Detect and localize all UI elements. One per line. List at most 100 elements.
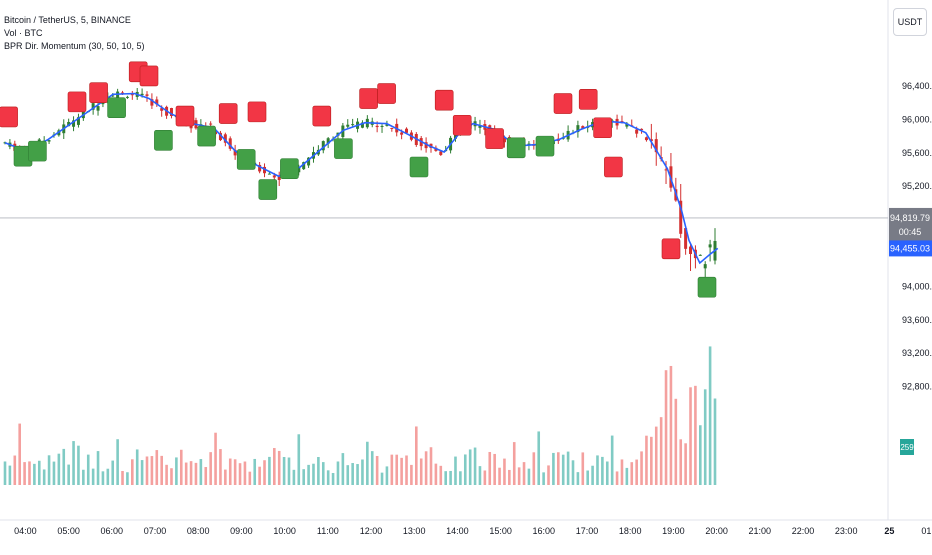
volume-bar [307,464,310,485]
candle-body [649,139,653,142]
time-axis-label: 20:00 [705,526,728,536]
volume-bar [620,459,624,485]
volume-bar [321,462,325,485]
volume-bar [483,470,487,485]
volume-bar [429,447,433,485]
candle-body [116,91,120,99]
time-axis-label: 23:00 [835,526,858,536]
volume-bar [591,465,594,485]
candle-body [581,126,585,130]
time-axis[interactable]: 04:00 05:00 06:00 07:00 08:00 09:00 10:00 11:00… [14,526,932,536]
volume-bar [33,463,36,485]
candle-body [111,95,115,97]
candle-body [160,108,164,111]
currency-unit-button[interactable]: USDT [893,8,927,36]
volume-bar [273,448,276,485]
candle-body [625,123,629,127]
volume-bar [596,455,599,485]
legend-indicator[interactable]: BPR Dir. Momentum (30, 50, 10, 5) [4,41,145,51]
volume-bar [331,472,335,485]
volume-bar [449,470,452,485]
candle-body [346,124,350,127]
sell-signal-box [377,83,396,104]
legend-volume[interactable]: Vol · BTC [4,28,43,38]
price-axis-label: 95,200.00 [902,181,932,191]
volume-bar [512,442,516,485]
volume-bar [42,469,46,485]
candle-body [76,117,80,125]
time-axis-label: 21:00 [749,526,772,536]
volume-bar [140,460,144,485]
volume-bar [488,451,492,485]
price-axis-label: 96,400.00 [902,81,932,91]
volume-bar [135,449,139,485]
volume-bar [351,463,354,485]
volume-bar [312,463,315,485]
volume-bar [219,449,222,485]
time-axis-label: 25 [884,526,894,536]
candle-body [644,137,648,141]
time-axis-label: 07:00 [144,526,167,536]
legend-symbol[interactable]: Bitcoin / TetherUS, 5, BINANCE [4,15,131,25]
volume-bar [478,466,482,485]
volume-bar [96,451,100,485]
candle-body [439,151,443,155]
candle-body [385,124,389,126]
volume-bar [424,451,428,485]
volume-bar [28,461,31,485]
volume-bar [224,469,227,485]
sell-signal-box [89,82,108,103]
candle-body [351,124,355,126]
volume-bar [640,451,643,485]
candle-body [272,175,276,178]
volume-bar [3,461,7,485]
candle-body [380,125,384,127]
price-axis[interactable]: 96,400.00 96,000.00 95,600.00 95,200.00 94,0… [902,81,932,392]
volume-bar [635,459,638,485]
candle-body [703,264,707,269]
time-axis-label: 09:00 [230,526,253,536]
sell-signal-box [139,65,159,87]
volume-bar [111,460,115,485]
candle-body [424,142,428,149]
volume-bar [527,468,531,485]
volume-bar [444,471,447,485]
volume-bar [189,461,193,485]
candle-body [620,121,624,123]
volume-bar [576,472,580,485]
candle-body [375,125,379,128]
volume-bar [37,460,41,485]
signal-markers [0,61,717,298]
candle-body [150,99,154,106]
time-axis-label: 05:00 [57,526,80,536]
volume-bar [674,398,678,485]
countdown-tag-value: 00:45 [899,227,922,237]
volume-bar [179,449,183,485]
volume-bar [517,467,521,485]
volume-bar [703,389,707,485]
volume-bar [395,454,399,485]
volume-bar [370,451,374,485]
volume-bar [233,459,237,485]
volume-bar [341,453,345,485]
volume-bar [459,471,462,485]
last-price-tag-value: 94,819.79 [890,213,930,223]
sell-signal-box [578,89,598,110]
volume-bar [184,462,188,485]
volume-bar [390,454,394,485]
candle-body [218,132,222,141]
volume-bar [400,457,403,485]
time-axis-label: 14:00 [446,526,469,536]
candle-body [390,127,394,129]
price-tags: 94,819.79 00:45 94,455.03 259 [889,207,932,455]
sell-signal-box [593,117,612,139]
candle-body [47,140,51,142]
buy-signal-box [535,135,555,157]
candle-body [640,128,644,130]
volume-bar [277,450,281,485]
time-axis-label: 19:00 [662,526,685,536]
volume-bar [160,455,163,485]
ma-value-tag-text: 94,455.03 [890,243,930,253]
